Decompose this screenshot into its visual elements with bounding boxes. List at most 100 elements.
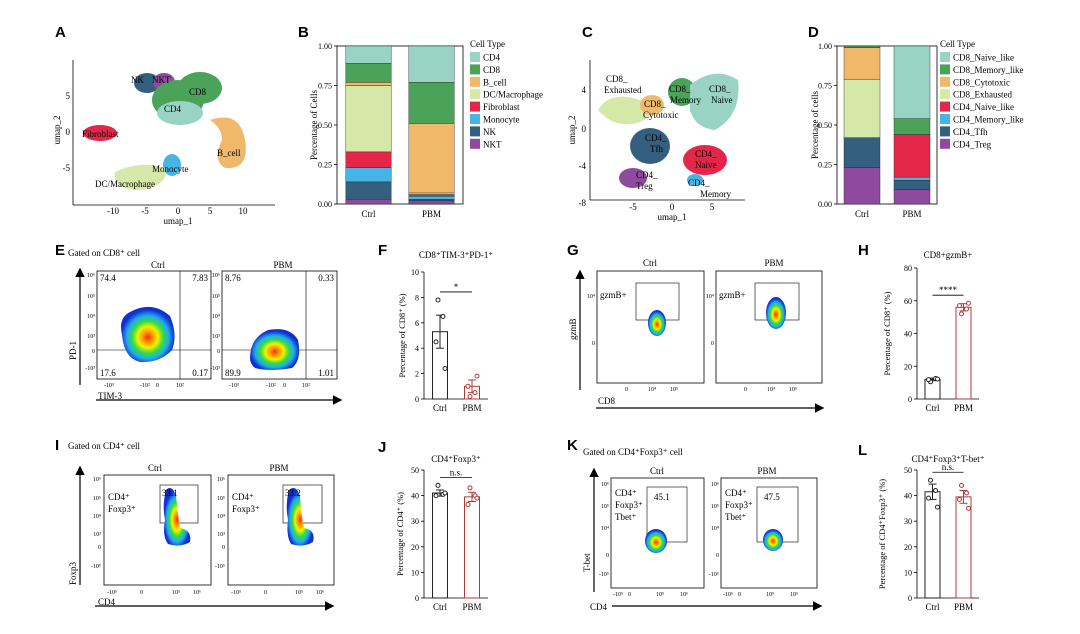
stacked-bar-segment (843, 45, 881, 48)
y-tick-label: 50 (411, 466, 419, 475)
flow-k-pbm-xticks: -10⁵ 0 10⁵ 10⁶ (723, 592, 798, 598)
umap-c-ticks: -5 0 5 4 0 -4 -8 (579, 85, 715, 212)
panel-label-d: D (808, 24, 819, 41)
cluster-dc-macrophage (114, 164, 166, 190)
flow-i-glabel: Foxp3⁺ (108, 504, 136, 514)
umap-a-ticks: -10 -5 0 5 10 5 0 -5 (63, 91, 249, 216)
umap-a-label: DC/Macrophage (95, 179, 155, 189)
x-category-label: Ctrl (925, 602, 940, 612)
y-axis-label: Percentage of CD8⁺ (%) (882, 291, 892, 375)
significance-label: **** (939, 285, 958, 295)
flow-g-xlabel: CD8 (598, 396, 616, 406)
cluster-cd4 (157, 101, 203, 125)
flow-e-q: 74.4 (100, 273, 116, 283)
umap-c-ytick: 4 (582, 85, 587, 95)
y-tick-label: 0 (908, 395, 912, 404)
y-tick-label: 0 (908, 594, 912, 603)
umap-c-cluster-labels: CD8_ Exhausted CD8_ Memory CD8_ Naive CD… (604, 74, 733, 199)
x-category-label: PBM (954, 403, 973, 413)
stacked-bar-chart-d: 0.00 0.25 0.50 0.75 1.00 Percentage of cells C… (810, 39, 1024, 219)
legend-label: CD4_Tfh (953, 127, 988, 137)
flow-i-xtick: -10⁵ (231, 590, 241, 596)
stacked-bar-segment (408, 123, 455, 194)
legend-label: CD8_Cytotoxic (953, 77, 1010, 87)
legend-label: CD8_Exhausted (953, 90, 1012, 100)
legend-label: NK (483, 127, 496, 137)
y-axis-label: Percentage of CD4⁺Foxp3⁺ (%) (877, 479, 887, 589)
umap-a-xtick: 10 (239, 206, 249, 216)
flow-k-pbm-density (763, 529, 783, 551)
y-tick-label: 0.00 (818, 200, 832, 209)
umap-c-label: CD4_ (636, 170, 658, 180)
flow-e-ytick: 10³ (87, 334, 95, 340)
legend-swatch (470, 64, 480, 75)
flow-e-xtick: 10² (176, 383, 184, 389)
y-tick-label: 80 (904, 264, 912, 273)
flow-e-xtick: -10² (140, 383, 150, 389)
flow-k-glabel: Tbet⁺ (725, 512, 746, 522)
flow-e-ytick: 10⁶ (87, 273, 95, 279)
flow-g-xtick: 0 (625, 387, 628, 393)
cluster-fibroblast (83, 125, 117, 141)
y-axis-label: Percentage of CD8⁺ (%) (397, 293, 407, 377)
flow-i-xlabel: CD4 (98, 597, 116, 607)
data-point (959, 311, 964, 317)
panel-label-b: B (298, 24, 309, 41)
legend-swatch (470, 138, 480, 149)
stacked-bar-segment (893, 45, 931, 119)
flow-e-gate: Gated on CD8⁺ cell (68, 248, 140, 258)
significance-label: * (454, 282, 459, 292)
flow-k-xlabel: CD4 (590, 602, 608, 612)
flow-k-xtick: 0 (738, 592, 741, 598)
legend-swatch (470, 126, 480, 137)
umap-c-label: CD8_ (669, 84, 691, 94)
flow-e-xtick: -10³ (104, 383, 114, 389)
flow-e-xtick: -10³ (229, 383, 239, 389)
flow-g-ctrl-density (648, 310, 666, 336)
umap-a-label: NKT (152, 75, 171, 85)
y-tick-label: 60 (904, 297, 912, 306)
flow-e-ytick: -10³ (210, 366, 220, 372)
data-point (440, 313, 446, 319)
cluster-cd4-treg (619, 168, 647, 188)
stacked-bar-segment (345, 151, 392, 168)
flow-i-ytick: 10⁵ (93, 496, 101, 502)
umap-c-ylabel: umap_2 (567, 116, 577, 145)
umap-c-label: CD8_ (606, 74, 628, 84)
flow-i-ctrl-yticks: 10⁶ 10⁵ 10⁴ 10³ 0 -10⁵ (91, 477, 101, 570)
flow-k-glabel: Foxp3⁺ (725, 500, 753, 510)
y-tick-label: 0.75 (318, 82, 332, 91)
flow-k-value: 47.5 (764, 492, 780, 502)
x-category-label: Ctrl (361, 209, 376, 219)
flow-i-pbm-density (286, 488, 314, 546)
umap-c-ytick: -4 (579, 161, 587, 171)
legend-swatch (940, 76, 950, 87)
flow-i-ytick: 0 (222, 545, 225, 551)
legend-label: CD4_Memory_like (953, 115, 1024, 125)
y-tick-label: 1.00 (318, 42, 332, 51)
y-tick-label: 0.75 (818, 82, 832, 91)
panel-label-i: I (55, 437, 59, 454)
legend-swatch (470, 101, 480, 112)
flow-g-sample: PBM (764, 258, 783, 268)
umap-c-label: CD4_ (695, 149, 717, 159)
flow-e-ctrl-yticks: 10⁶ 10⁵ 10⁴ 10³ 0 -10³ (85, 273, 95, 372)
stacked-bar-segment (345, 63, 392, 83)
flow-i-ylabel: Foxp3 (68, 561, 78, 585)
flow-e-q: 8.76 (225, 273, 241, 283)
panel-label-g: G (567, 242, 579, 259)
legend-label: B_cell (483, 77, 507, 87)
flow-e-ytick: 0 (217, 349, 220, 355)
flow-i: Gated on CD4⁺ cell Foxp3 CD4 Ctrl CD4⁺ F… (68, 441, 335, 611)
flow-k-ytick: -10⁵ (709, 572, 719, 578)
panel-label-a: A (55, 24, 66, 41)
legend-label: CD8_Naive_like (953, 53, 1014, 63)
legend-label: CD4_Naive_like (953, 102, 1014, 112)
flow-i-xtick: 10⁶ (316, 590, 324, 596)
flow-i-value: 33.1 (162, 488, 178, 498)
flow-i-ctrl-frame (103, 474, 212, 586)
flow-g-ctrl-frame (596, 270, 705, 384)
panel-label-c: C (582, 24, 593, 41)
flow-k-ytick: 10⁵ (601, 504, 609, 510)
